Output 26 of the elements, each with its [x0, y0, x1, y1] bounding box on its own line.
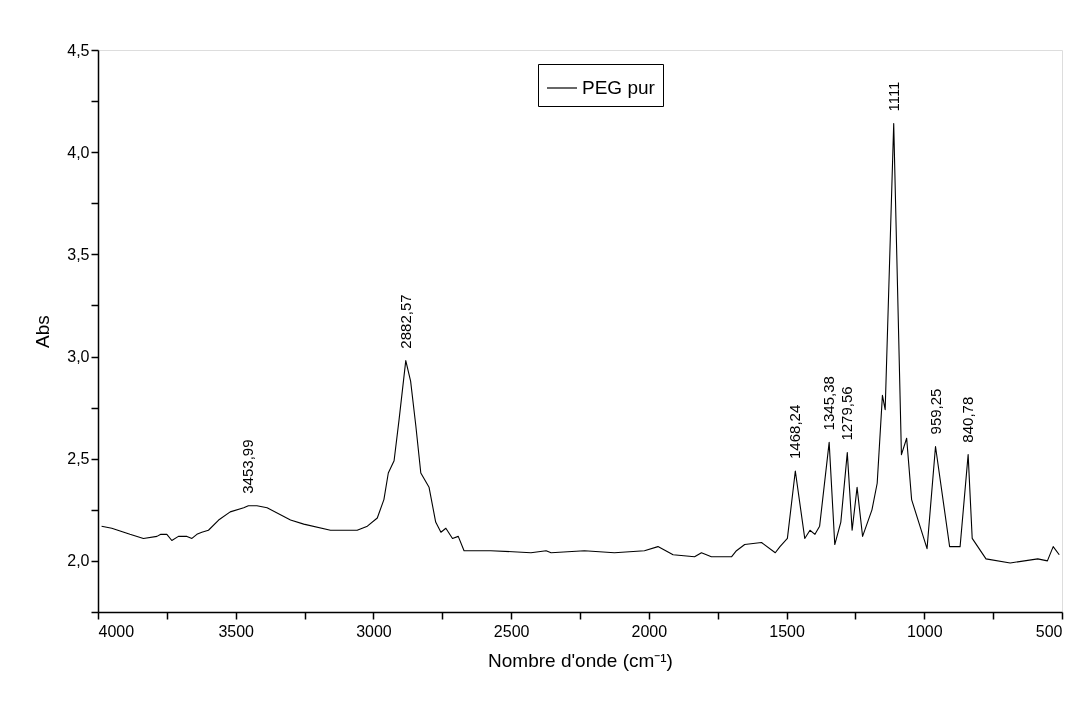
y-axis-title: Abs	[32, 315, 54, 348]
annotation: 1111	[884, 81, 902, 112]
legend-label: PEG pur	[582, 77, 656, 98]
annotation: 840,78	[959, 396, 977, 443]
x-tick-label: 2500	[493, 622, 530, 640]
annotation: 1468,24	[786, 404, 804, 459]
y-tick-label: 2,0	[67, 552, 90, 570]
annotation: 1345,38	[820, 376, 838, 431]
annotation: 1279,56	[838, 386, 856, 441]
x-tick-label: 2000	[631, 622, 668, 640]
x-tick-label: 1000	[906, 622, 943, 640]
x-tick-label: 4000	[98, 622, 135, 640]
x-axis-title: Nombre d'onde (cm⁻¹)	[488, 649, 673, 671]
annotation: 3453,99	[239, 439, 257, 494]
x-tick-label: 500	[1035, 622, 1063, 640]
y-tick-label: 2,5	[67, 450, 90, 468]
line-series	[101, 123, 1060, 564]
x-tick-label: 1500	[769, 622, 805, 640]
annotation: 2882,57	[396, 294, 414, 349]
y-tick-label: 3,0	[67, 348, 90, 366]
y-tick-label: 3,5	[67, 245, 90, 263]
x-tick-label: 3500	[218, 622, 255, 640]
y-tick-label: 4,5	[67, 41, 90, 59]
y-tick-label: 4,0	[67, 143, 90, 161]
annotation: 959,25	[926, 388, 944, 435]
x-tick-label: 3000	[356, 622, 392, 640]
